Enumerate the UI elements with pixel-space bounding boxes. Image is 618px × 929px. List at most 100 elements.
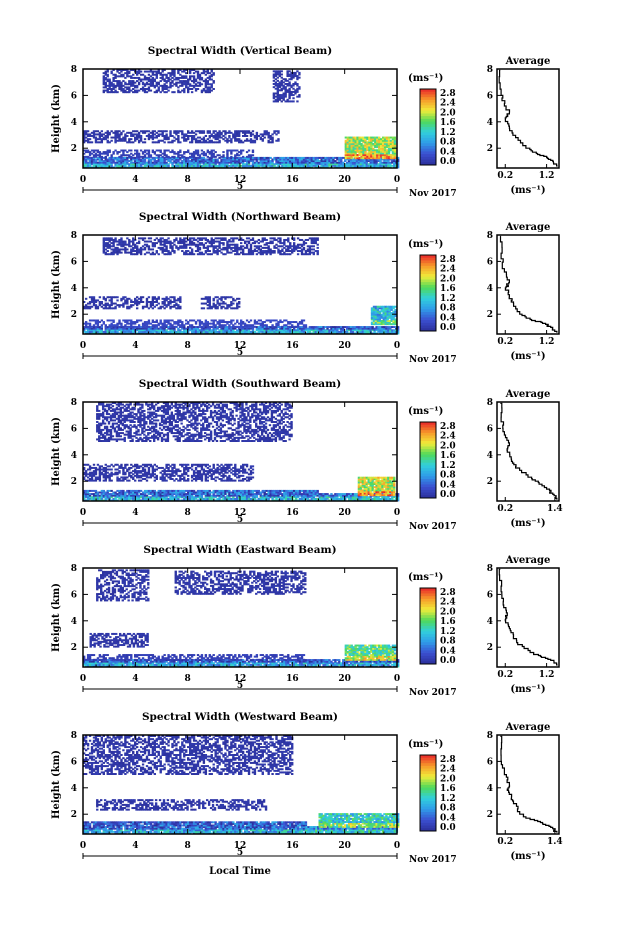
heatmap-cell bbox=[387, 157, 391, 160]
heatmap-cell bbox=[145, 305, 149, 308]
heatmap-cell bbox=[282, 98, 285, 101]
heatmap-cell bbox=[167, 319, 170, 322]
heatmap-cell bbox=[135, 304, 139, 307]
heatmap-cell bbox=[204, 135, 208, 137]
heatmap-cell bbox=[216, 136, 219, 139]
heatmap-cell bbox=[88, 330, 92, 333]
heatmap-cell bbox=[287, 250, 290, 253]
heatmap-cell bbox=[388, 307, 391, 310]
heatmap-cell bbox=[310, 326, 314, 329]
heatmap-cell bbox=[393, 154, 397, 156]
heatmap-cell bbox=[149, 330, 153, 333]
heatmap-cell bbox=[104, 327, 107, 330]
heatmap-cell bbox=[137, 164, 141, 167]
heatmap-cell bbox=[294, 246, 298, 249]
heatmap-cell bbox=[167, 330, 170, 333]
heatmap-cell bbox=[132, 321, 135, 324]
heatmap-cell bbox=[220, 161, 223, 164]
heatmap-cell bbox=[276, 89, 279, 92]
heatmap-cell bbox=[126, 161, 129, 164]
heatmap-cell bbox=[165, 329, 168, 332]
heatmap-cell bbox=[200, 152, 204, 155]
heatmap-cell bbox=[198, 324, 202, 327]
heatmap-cell bbox=[110, 301, 113, 303]
heatmap-cell bbox=[388, 312, 391, 315]
heatmap-cell bbox=[372, 142, 375, 145]
heatmap-cell bbox=[350, 139, 353, 142]
heatmap-cell bbox=[104, 251, 107, 254]
heatmap-cell bbox=[381, 141, 385, 144]
heatmap-cell bbox=[147, 136, 151, 139]
heatmap-cell bbox=[387, 139, 391, 142]
heatmap-cell bbox=[232, 327, 235, 330]
heatmap-cell bbox=[238, 253, 241, 256]
heatmap-cell bbox=[128, 89, 131, 92]
heatmap-cell bbox=[187, 327, 190, 330]
heatmap-cell bbox=[188, 78, 192, 81]
heatmap-cell bbox=[240, 139, 243, 142]
heatmap-cell bbox=[368, 154, 371, 156]
heatmap-cell bbox=[187, 243, 190, 246]
heatmap-cell bbox=[104, 156, 107, 159]
heatmap-cell bbox=[83, 330, 86, 333]
heatmap-cell bbox=[130, 69, 133, 71]
heatmap-cell bbox=[169, 158, 172, 161]
heatmap-cell bbox=[369, 327, 372, 330]
heatmap-cell bbox=[190, 75, 194, 78]
heatmap-cell bbox=[232, 297, 235, 300]
heatmap-cell bbox=[243, 253, 247, 256]
heatmap-cell bbox=[378, 142, 381, 145]
heatmap-cell bbox=[177, 76, 180, 79]
heatmap-cell bbox=[241, 130, 245, 133]
heatmap-cell bbox=[92, 155, 96, 158]
heatmap-cell bbox=[163, 245, 166, 248]
heatmap-cell bbox=[128, 329, 131, 332]
heatmap-cell bbox=[285, 164, 288, 167]
heatmap-cell bbox=[393, 139, 397, 142]
heatmap-cell bbox=[247, 237, 251, 240]
heatmap-cell bbox=[382, 307, 385, 310]
heatmap-cell bbox=[190, 237, 194, 240]
heatmap-cell bbox=[376, 307, 380, 310]
heatmap-cell bbox=[292, 250, 296, 253]
heatmap-cell bbox=[175, 78, 178, 81]
heatmap-cell bbox=[137, 319, 141, 322]
heatmap-cell bbox=[165, 75, 168, 78]
heatmap-cell bbox=[276, 71, 279, 74]
heatmap-cell bbox=[214, 133, 217, 136]
heatmap-cell bbox=[86, 329, 90, 332]
heatmap-cell bbox=[336, 330, 339, 333]
heatmap-cell bbox=[224, 246, 227, 249]
heatmap-cell bbox=[226, 131, 229, 134]
heatmap-cell bbox=[376, 152, 379, 155]
heatmap-cell bbox=[291, 161, 294, 164]
heatmap-cell bbox=[155, 321, 158, 324]
heatmap-cell bbox=[376, 149, 379, 152]
heatmap-cell bbox=[163, 91, 166, 94]
heatmap-cell bbox=[124, 138, 127, 141]
heatmap-cell bbox=[240, 325, 243, 328]
heatmap-cell bbox=[344, 150, 348, 153]
heatmap-cell bbox=[161, 322, 164, 325]
heatmap-cell bbox=[290, 78, 293, 81]
heatmap-cell bbox=[122, 161, 125, 164]
heatmap-cell bbox=[147, 76, 151, 79]
heatmap-cell bbox=[222, 330, 225, 333]
heatmap-cell bbox=[206, 322, 209, 325]
heatmap-cell bbox=[183, 75, 186, 78]
heatmap-cell bbox=[228, 243, 231, 246]
heatmap-cell bbox=[379, 144, 383, 147]
heatmap-cell bbox=[387, 164, 390, 167]
heatmap-cell bbox=[350, 155, 353, 158]
heatmap-cell bbox=[334, 156, 337, 159]
heatmap-cell bbox=[379, 154, 383, 156]
heatmap-cell bbox=[382, 321, 385, 324]
heatmap-cell bbox=[214, 138, 217, 141]
heatmap-cell bbox=[380, 315, 384, 318]
heatmap-cell bbox=[271, 325, 274, 328]
heatmap-cell bbox=[349, 163, 353, 166]
heatmap-cell bbox=[145, 251, 149, 254]
heatmap-cell bbox=[171, 91, 174, 94]
heatmap-cell bbox=[202, 297, 206, 300]
heatmap-cell bbox=[118, 81, 121, 84]
